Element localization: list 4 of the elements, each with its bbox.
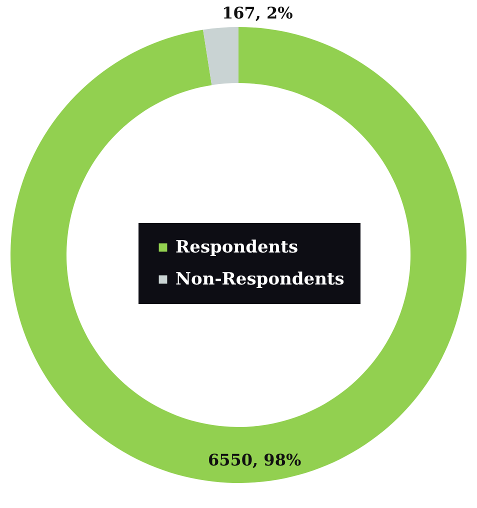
legend-label: Respondents — [176, 238, 298, 258]
data-label: 6550, 98% — [208, 450, 302, 470]
legend-label: Non-Respondents — [176, 270, 344, 290]
data-label: 167, 2% — [222, 4, 293, 23]
